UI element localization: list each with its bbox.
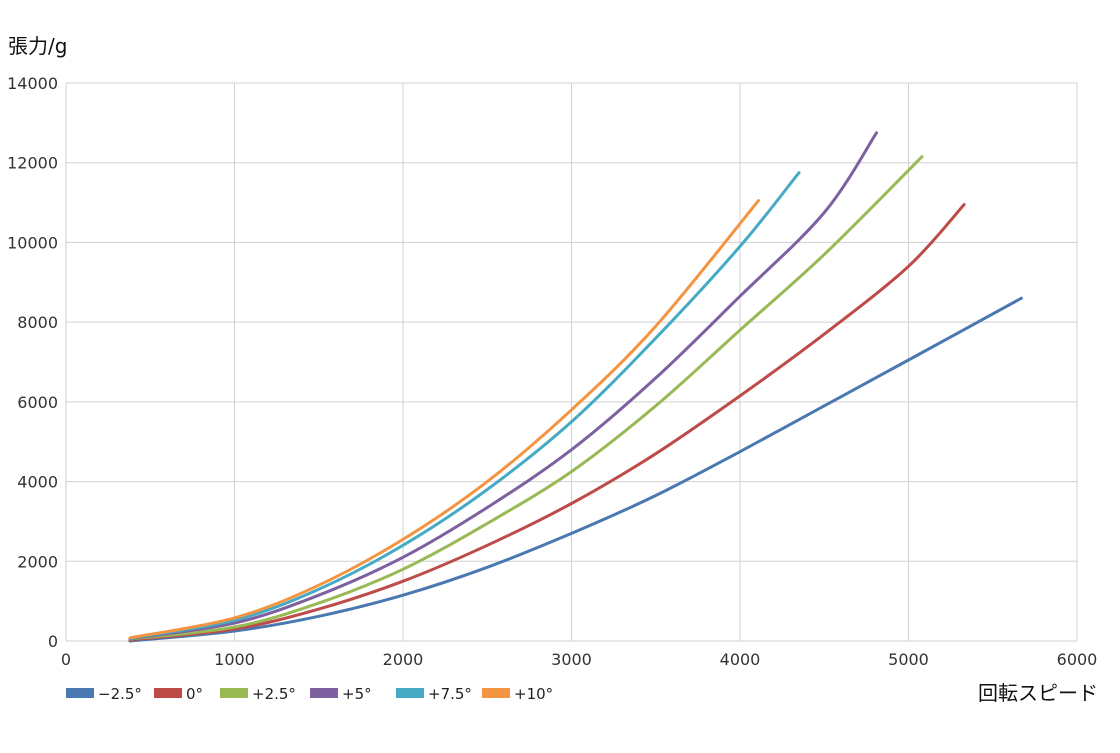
x-tick-label: 5000 [888,650,929,669]
legend-label: +5° [342,685,372,703]
x-axis-ticks: 0 1000 2000 3000 4000 5000 6000 [61,650,1097,669]
series-line-1 [128,203,966,642]
y-tick-label: 12000 [7,154,58,173]
legend-swatch [220,688,248,698]
x-tick-label: 3000 [551,650,592,669]
x-tick-label: 2000 [383,650,424,669]
legend: −2.5° 0° +2.5° +5° +7.5° +10° [66,685,553,703]
legend-swatch [154,688,182,698]
legend-label: 0° [186,685,203,703]
legend-swatch [482,688,510,698]
legend-label: +7.5° [428,685,472,703]
y-axis-ticks: 0 2000 4000 6000 8000 10000 12000 14000 [7,74,58,651]
y-tick-label: 10000 [7,233,58,252]
series-line-3 [128,131,878,641]
legend-label: +2.5° [252,685,296,703]
series-line-4 [128,171,801,640]
series-lines [128,131,1023,643]
series-line-2 [128,155,924,641]
grid-lines [65,82,1078,642]
y-tick-label: 4000 [17,473,58,492]
y-axis-title: 張力/g [8,34,67,58]
x-tick-label: 1000 [214,650,255,669]
legend-swatch [310,688,338,698]
y-tick-label: 0 [48,632,58,651]
series-line-5 [128,199,760,640]
x-axis-title: 回転スピード [978,681,1098,705]
series-line-0 [128,296,1023,643]
y-tick-label: 14000 [7,74,58,93]
legend-swatch [66,688,94,698]
x-tick-label: 0 [61,650,71,669]
x-tick-label: 4000 [720,650,761,669]
y-tick-label: 2000 [17,552,58,571]
legend-label: +10° [514,685,553,703]
y-tick-label: 8000 [17,313,58,332]
x-tick-label: 6000 [1057,650,1098,669]
legend-label: −2.5° [98,685,142,703]
legend-swatch [396,688,424,698]
y-tick-label: 6000 [17,393,58,412]
